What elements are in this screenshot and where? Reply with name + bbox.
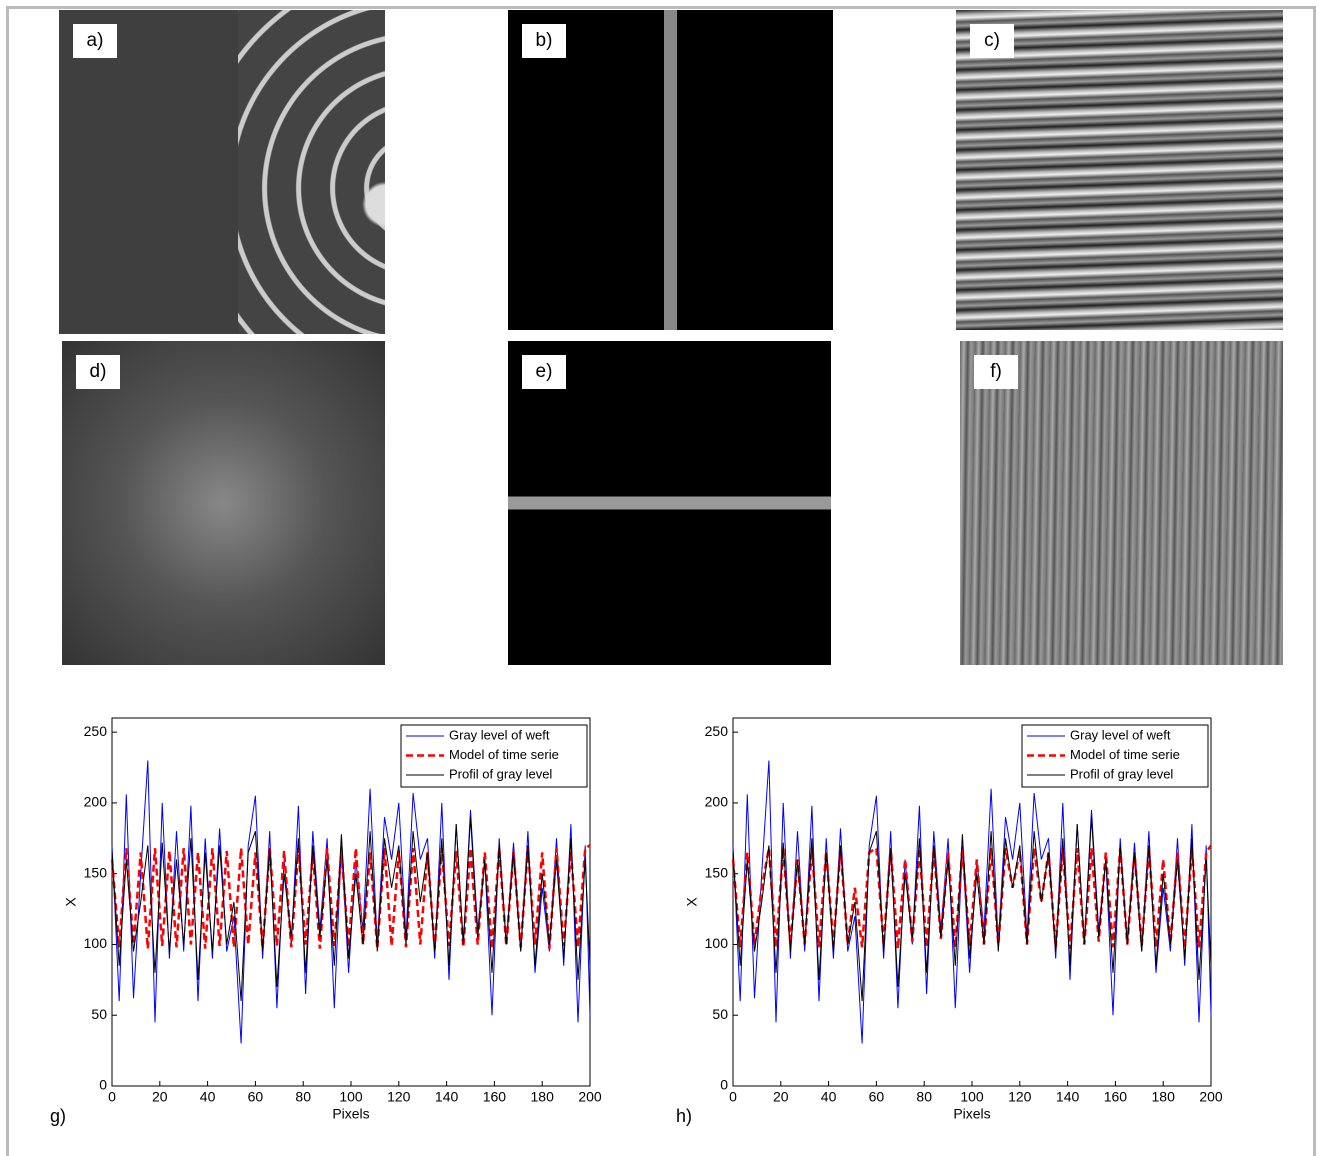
- panel-label: d): [76, 355, 120, 389]
- panel-label: b): [522, 24, 566, 58]
- legend-label: Model of time serie: [449, 747, 559, 762]
- x-tick-label: 100: [339, 1089, 363, 1105]
- x-axis-label: Pixels: [953, 1106, 990, 1122]
- legend-label: Gray level of weft: [449, 727, 550, 742]
- x-tick-label: 80: [295, 1089, 311, 1105]
- frame: [6, 6, 1316, 1156]
- y-tick-label: 150: [84, 864, 108, 880]
- x-tick-label: 40: [200, 1089, 216, 1105]
- y-tick-label: 0: [720, 1077, 728, 1093]
- x-tick-label: 180: [1152, 1089, 1176, 1105]
- series-line: [111, 817, 591, 1002]
- panel-label: g): [50, 1106, 66, 1126]
- y-tick-label: 0: [99, 1077, 107, 1093]
- legend-label: Profil of gray level: [1070, 766, 1173, 781]
- x-tick-label: 40: [821, 1089, 837, 1105]
- x-tick-label: 200: [578, 1089, 602, 1105]
- x-tick-label: 60: [869, 1089, 885, 1105]
- legend-label: Gray level of weft: [1070, 727, 1171, 742]
- x-tick-label: 140: [1056, 1089, 1080, 1105]
- y-axis-label: X: [63, 897, 79, 907]
- x-tick-label: 60: [248, 1089, 264, 1105]
- y-tick-label: 200: [84, 794, 108, 810]
- x-tick-label: 0: [729, 1089, 737, 1105]
- x-tick-label: 20: [152, 1089, 168, 1105]
- x-tick-label: 20: [773, 1089, 789, 1105]
- y-tick-label: 50: [91, 1006, 107, 1022]
- panel-label: f): [974, 355, 1018, 389]
- image-panel: c): [956, 10, 1283, 330]
- panel-label: c): [970, 24, 1014, 58]
- image-panel: e): [508, 341, 831, 665]
- x-tick-label: 100: [960, 1089, 984, 1105]
- legend-label: Profil of gray level: [449, 766, 552, 781]
- y-tick-label: 100: [84, 935, 108, 951]
- series-line: [732, 817, 1212, 1002]
- y-tick-label: 250: [84, 723, 108, 739]
- x-tick-label: 140: [435, 1089, 459, 1105]
- x-axis-label: Pixels: [332, 1106, 369, 1122]
- y-tick-label: 250: [705, 723, 729, 739]
- image-panel: d): [62, 341, 385, 665]
- legend-label: Model of time serie: [1070, 747, 1180, 762]
- y-tick-label: 50: [712, 1006, 728, 1022]
- y-tick-label: 100: [705, 935, 729, 951]
- y-tick-label: 150: [705, 864, 729, 880]
- panel-label: a): [73, 24, 117, 58]
- x-tick-label: 160: [1104, 1089, 1128, 1105]
- x-tick-label: 0: [108, 1089, 116, 1105]
- x-tick-label: 120: [387, 1089, 411, 1105]
- x-tick-label: 120: [1008, 1089, 1032, 1105]
- x-tick-label: 160: [483, 1089, 507, 1105]
- panel-label: h): [676, 1106, 692, 1126]
- y-tick-label: 200: [705, 794, 729, 810]
- panel-label: e): [522, 355, 566, 389]
- image-panel: a): [59, 10, 385, 334]
- x-tick-label: 80: [916, 1089, 932, 1105]
- y-axis-label: X: [684, 897, 700, 907]
- x-tick-label: 180: [531, 1089, 555, 1105]
- image-panel: f): [960, 341, 1283, 665]
- image-panel: b): [508, 10, 833, 330]
- x-tick-label: 200: [1199, 1089, 1223, 1105]
